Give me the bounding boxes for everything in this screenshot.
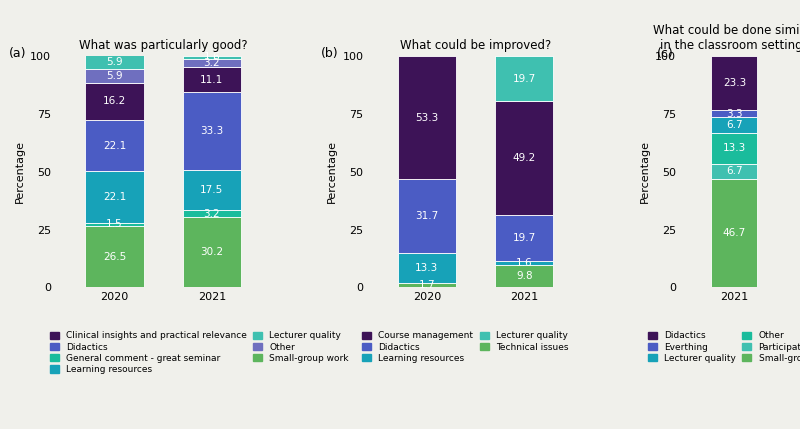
Text: 1.7: 1.7 <box>418 281 435 290</box>
Text: 23.3: 23.3 <box>723 78 746 88</box>
Text: 1.5: 1.5 <box>106 219 122 230</box>
Bar <box>398 179 456 253</box>
Bar <box>182 210 241 218</box>
Bar <box>182 218 241 287</box>
Text: 46.7: 46.7 <box>723 228 746 239</box>
Text: 3.2: 3.2 <box>203 209 220 219</box>
Y-axis label: Percentage: Percentage <box>327 140 337 203</box>
Bar <box>86 55 144 69</box>
Text: 1.6: 1.6 <box>203 52 220 62</box>
Text: (b): (b) <box>322 46 339 60</box>
Text: 30.2: 30.2 <box>200 248 223 257</box>
Y-axis label: Percentage: Percentage <box>639 140 650 203</box>
Text: 1.6: 1.6 <box>516 258 533 268</box>
Bar <box>182 66 241 92</box>
Bar <box>495 56 554 101</box>
Text: 33.3: 33.3 <box>200 126 223 136</box>
Bar <box>86 120 144 171</box>
Bar <box>711 179 758 287</box>
Bar <box>711 56 758 110</box>
Bar <box>495 265 554 287</box>
Text: 49.2: 49.2 <box>513 154 536 163</box>
Bar <box>711 110 758 118</box>
Bar <box>398 56 456 179</box>
Text: 19.7: 19.7 <box>513 233 536 243</box>
Text: 11.1: 11.1 <box>200 75 223 85</box>
Text: 19.7: 19.7 <box>513 74 536 84</box>
Bar <box>86 69 144 83</box>
Text: 26.5: 26.5 <box>103 252 126 262</box>
Title: What was particularly good?: What was particularly good? <box>79 39 247 52</box>
Text: 17.5: 17.5 <box>200 185 223 195</box>
Text: 22.1: 22.1 <box>103 192 126 202</box>
Text: 31.7: 31.7 <box>415 211 438 221</box>
Bar <box>495 101 554 215</box>
Bar <box>398 284 456 287</box>
Legend: Clinical insights and practical relevance, Didactics, General comment - great se: Clinical insights and practical relevanc… <box>50 331 349 374</box>
Text: 5.9: 5.9 <box>106 57 122 67</box>
Legend: Didactics, Everthing, Lecturer quality, Other, Participation, Small-group work: Didactics, Everthing, Lecturer quality, … <box>648 331 800 363</box>
Bar <box>182 59 241 66</box>
Text: 3.3: 3.3 <box>726 109 742 118</box>
Bar <box>711 133 758 164</box>
Text: 3.2: 3.2 <box>203 58 220 68</box>
Text: 13.3: 13.3 <box>415 263 438 273</box>
Text: 6.7: 6.7 <box>726 166 742 176</box>
Text: 9.8: 9.8 <box>516 271 533 281</box>
Bar <box>182 169 241 210</box>
Title: What could be improved?: What could be improved? <box>400 39 551 52</box>
Text: (c): (c) <box>658 46 674 60</box>
Bar <box>711 164 758 179</box>
Text: 22.1: 22.1 <box>103 141 126 151</box>
Title: What could be done similar
in the classroom setting?: What could be done similar in the classr… <box>654 24 800 52</box>
Bar <box>711 118 758 133</box>
Text: (a): (a) <box>9 46 26 60</box>
Bar <box>86 223 144 226</box>
Text: 16.2: 16.2 <box>103 97 126 106</box>
Bar <box>495 215 554 261</box>
Bar <box>182 55 241 59</box>
Text: 5.9: 5.9 <box>106 71 122 81</box>
Text: 6.7: 6.7 <box>726 120 742 130</box>
Bar <box>398 253 456 284</box>
Bar <box>86 171 144 223</box>
Bar <box>86 83 144 120</box>
Bar <box>495 261 554 265</box>
Y-axis label: Percentage: Percentage <box>14 140 25 203</box>
Text: 53.3: 53.3 <box>415 112 438 123</box>
Text: 13.3: 13.3 <box>723 143 746 153</box>
Legend: Course management, Didactics, Learning resources, Lecturer quality, Technical is: Course management, Didactics, Learning r… <box>362 331 569 363</box>
Bar <box>182 92 241 169</box>
Bar <box>86 226 144 287</box>
